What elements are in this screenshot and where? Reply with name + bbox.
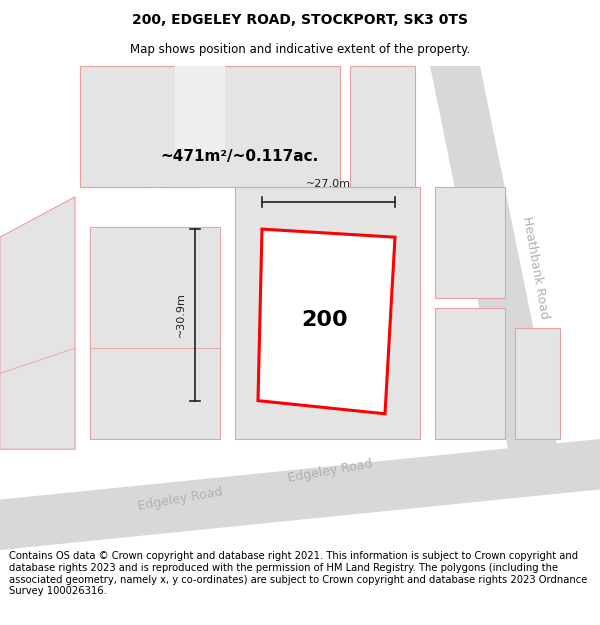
Text: Map shows position and indicative extent of the property.: Map shows position and indicative extent… <box>130 42 470 56</box>
Text: ~471m²/~0.117ac.: ~471m²/~0.117ac. <box>161 149 319 164</box>
Polygon shape <box>0 348 75 449</box>
Text: Edgeley Road: Edgeley Road <box>137 486 223 513</box>
Polygon shape <box>258 229 395 414</box>
Polygon shape <box>435 308 505 439</box>
Polygon shape <box>90 227 220 439</box>
Text: Edgeley Road: Edgeley Road <box>287 458 373 485</box>
Polygon shape <box>0 439 600 550</box>
Polygon shape <box>350 66 415 187</box>
Polygon shape <box>430 66 560 459</box>
Text: Contains OS data © Crown copyright and database right 2021. This information is : Contains OS data © Crown copyright and d… <box>9 551 587 596</box>
Polygon shape <box>80 66 150 187</box>
Polygon shape <box>515 328 560 439</box>
Text: 200: 200 <box>302 310 349 330</box>
Polygon shape <box>160 66 200 187</box>
Polygon shape <box>80 66 340 187</box>
Polygon shape <box>0 197 75 449</box>
Text: Heathbank Road: Heathbank Road <box>520 215 550 320</box>
Polygon shape <box>235 187 420 439</box>
Text: ~27.0m: ~27.0m <box>306 179 351 189</box>
Polygon shape <box>90 227 220 348</box>
Polygon shape <box>435 187 505 298</box>
Text: 200, EDGELEY ROAD, STOCKPORT, SK3 0TS: 200, EDGELEY ROAD, STOCKPORT, SK3 0TS <box>132 12 468 27</box>
Polygon shape <box>175 66 225 156</box>
Text: ~30.9m: ~30.9m <box>176 292 186 338</box>
